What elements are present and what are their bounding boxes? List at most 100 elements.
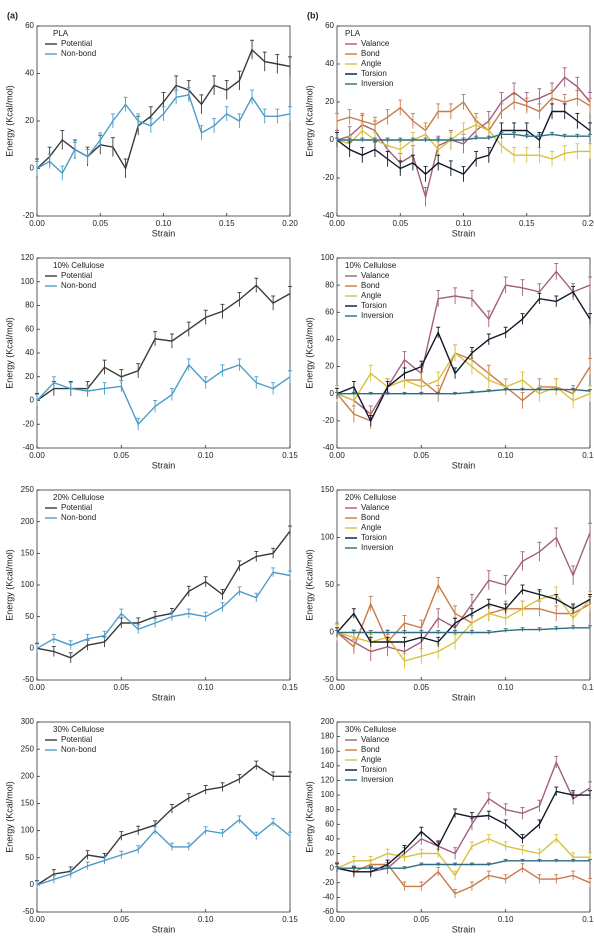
error-bar (436, 630, 441, 635)
series-line (336, 837, 590, 877)
y-tick-label: 40 (325, 834, 334, 843)
error-bar (351, 866, 356, 870)
error-bar (524, 97, 529, 114)
error-bar (575, 143, 580, 159)
y-tick-label: 100 (21, 580, 35, 589)
error-bar (571, 625, 576, 630)
y-tick-label: 250 (21, 744, 35, 753)
y-axis-label: Energy (Kcal/mol) (4, 549, 14, 621)
error-bar (520, 371, 525, 389)
x-tick-label: 0.15 (219, 219, 235, 228)
x-tick-label: 0.00 (329, 915, 345, 924)
y-tick-label: 40 (325, 335, 334, 344)
y-tick-label: 100 (21, 826, 35, 835)
error-bar (335, 112, 339, 129)
y-tick-label: 40 (325, 59, 334, 68)
error-bar (85, 384, 90, 397)
x-tick-label: 0.05 (114, 915, 130, 924)
error-bar (520, 584, 525, 595)
error-bar (571, 391, 576, 409)
error-bar (254, 376, 259, 389)
y-tick-label: 60 (325, 819, 334, 828)
error-bar (35, 160, 39, 176)
error-bar (288, 570, 292, 580)
error-bar (486, 570, 491, 590)
series-line (36, 284, 291, 402)
plot-frame (336, 721, 591, 913)
error-bar (288, 831, 292, 840)
legend-title: 10% Cellulose (53, 261, 105, 270)
x-axis-label: Strain (152, 692, 176, 702)
error-bar (186, 585, 191, 597)
error-bar (368, 364, 373, 382)
error-bar (402, 636, 407, 647)
x-tick-label: 0.00 (29, 683, 45, 692)
error-bar (419, 862, 424, 866)
error-bar (119, 379, 124, 393)
error-bar (102, 856, 107, 865)
y-tick-label: 60 (25, 324, 34, 333)
error-bar (360, 122, 365, 139)
error-bar (524, 133, 529, 139)
error-bar (453, 633, 458, 650)
error-bar (351, 608, 356, 619)
error-bar (474, 135, 479, 140)
error-bar (554, 262, 559, 280)
error-bar (588, 594, 592, 604)
y-tick-label: -50 (22, 907, 34, 916)
error-bar (254, 550, 259, 562)
x-tick-label: 0.05 (114, 683, 130, 692)
legend-label: Angle (361, 523, 382, 532)
error-bar (136, 363, 141, 378)
error-bar (85, 149, 90, 164)
error-bar (360, 147, 365, 163)
error-bar (360, 137, 365, 142)
error-bar (550, 90, 555, 106)
error-bar (554, 605, 559, 622)
error-bar (486, 135, 491, 140)
error-bar (262, 108, 267, 124)
series-line (336, 532, 591, 653)
error-bar (537, 858, 542, 863)
y-tick-label: -50 (322, 675, 334, 684)
y-tick-label: 60 (325, 307, 334, 316)
error-bar (402, 881, 407, 891)
y-tick-label: 80 (25, 301, 34, 310)
error-bar (186, 608, 191, 618)
legend-label: Inversion (361, 543, 393, 552)
y-axis-label: Energy (Kcal/mol) (304, 549, 314, 621)
error-bar (402, 391, 407, 396)
error-bar (385, 137, 390, 142)
y-tick-label: 100 (321, 533, 335, 542)
error-bar (520, 391, 525, 409)
error-bar (136, 845, 141, 854)
error-bar (351, 391, 356, 396)
x-tick-label: 0.10 (498, 683, 514, 692)
error-bar (203, 785, 208, 795)
error-bar (474, 150, 479, 167)
error-bar (520, 313, 525, 325)
error-bar (275, 108, 280, 124)
series-line (336, 270, 591, 416)
error-bar (35, 880, 39, 889)
error-bar (503, 603, 508, 614)
series-line (36, 571, 291, 649)
error-bar (254, 277, 259, 293)
error-bar (153, 618, 158, 628)
error-bar (512, 93, 517, 110)
error-bar (237, 560, 242, 572)
error-bar (554, 755, 559, 769)
legend-label: Bond (361, 513, 380, 522)
error-bar (486, 333, 491, 345)
error-bar (448, 137, 453, 142)
error-bar (486, 630, 491, 635)
error-bar (436, 103, 441, 120)
x-axis-label: Strain (152, 460, 176, 470)
y-tick-label: -40 (322, 211, 334, 220)
error-bar (562, 103, 567, 120)
y-axis-label: Energy (Kcal/mol) (304, 85, 314, 157)
error-bar (537, 387, 542, 391)
error-bar (161, 106, 166, 121)
x-tick-label: 0.00 (29, 915, 45, 924)
y-tick-label: 20 (325, 97, 334, 106)
